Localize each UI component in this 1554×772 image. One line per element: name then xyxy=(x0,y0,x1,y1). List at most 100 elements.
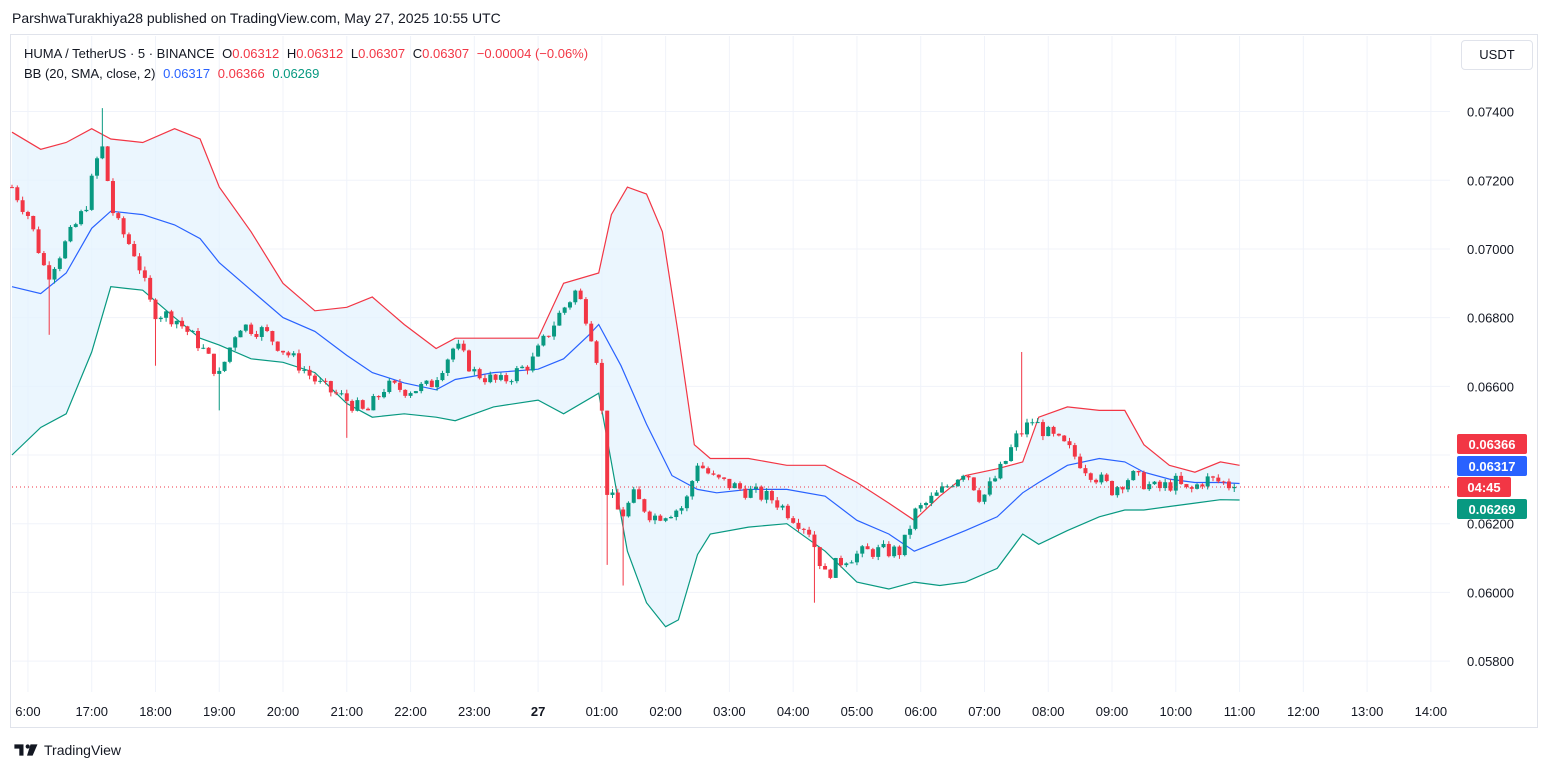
candle-body xyxy=(169,311,174,325)
candle-body xyxy=(153,299,158,320)
candle-body xyxy=(791,518,796,523)
candle-body xyxy=(15,187,20,201)
candle-body xyxy=(769,490,774,501)
candle-body xyxy=(865,546,870,550)
candle-body xyxy=(265,327,270,332)
candle-body xyxy=(1136,470,1141,473)
x-tick-label: 01:00 xyxy=(586,704,619,719)
currency-button[interactable]: USDT xyxy=(1461,40,1533,70)
candle-body xyxy=(68,226,73,242)
candle-body xyxy=(1216,477,1221,482)
candle-body xyxy=(748,489,753,498)
candle-body xyxy=(1189,487,1194,489)
candle-body xyxy=(753,486,758,490)
candle-body xyxy=(674,510,679,517)
candle-body xyxy=(679,508,684,511)
x-tick-label: 21:00 xyxy=(331,704,364,719)
bb-basis-price-tag xyxy=(1457,456,1527,476)
candle-body xyxy=(711,473,716,475)
candle-body xyxy=(567,302,572,308)
candle-body xyxy=(1179,475,1184,485)
candle-body xyxy=(573,290,578,303)
tradingview-footer[interactable]: TradingView xyxy=(14,740,121,760)
candle-body xyxy=(307,369,312,376)
candle-body xyxy=(1056,433,1061,436)
candle-body xyxy=(536,345,541,357)
candle-body xyxy=(397,382,402,390)
candle-body xyxy=(897,546,902,556)
candle-body xyxy=(318,380,323,382)
candle-body xyxy=(25,211,30,216)
candle-body xyxy=(1141,472,1146,490)
candle-body xyxy=(1226,481,1231,489)
candle-body xyxy=(312,375,317,382)
candle-body xyxy=(1232,486,1237,489)
candle-body xyxy=(796,522,801,529)
candle-body xyxy=(488,374,493,383)
candle-body xyxy=(982,494,987,502)
candle-body xyxy=(1168,482,1173,491)
x-tick-label: 19:00 xyxy=(203,704,236,719)
chart-legend: HUMA / TetherUS · 5 · BINANCE O0.06312 H… xyxy=(24,44,588,84)
open-value: 0.06312 xyxy=(232,46,280,61)
candle-body xyxy=(211,353,216,374)
candle-body xyxy=(509,381,514,383)
candle-body xyxy=(1094,479,1099,483)
candle-body xyxy=(642,499,647,512)
bb-row: BB (20, SMA, close, 2) 0.06317 0.06366 0… xyxy=(24,64,588,84)
candle-body xyxy=(839,557,844,566)
candle-body xyxy=(860,546,865,554)
x-tick-label: 07:00 xyxy=(968,704,1001,719)
candle-body xyxy=(732,483,737,489)
candle-body xyxy=(419,383,424,392)
candle-body xyxy=(95,158,100,176)
candle-body xyxy=(31,215,36,230)
candle-body xyxy=(886,543,891,557)
candle-body xyxy=(520,366,525,369)
candle-body xyxy=(1024,422,1029,435)
candle-body xyxy=(695,465,700,482)
y-tick-label: 0.06600 xyxy=(1467,379,1514,394)
candle-body xyxy=(924,503,929,506)
candle-body xyxy=(823,566,828,570)
x-tick-label: 27 xyxy=(531,704,545,719)
candle-body xyxy=(174,320,179,325)
chart-frame xyxy=(10,34,1538,728)
candle-body xyxy=(530,356,535,371)
x-tick-label: 02:00 xyxy=(649,704,682,719)
candle-body xyxy=(971,477,976,491)
countdown-price-text: 04:45 xyxy=(1467,480,1500,495)
candle-body xyxy=(355,400,360,411)
candle-body xyxy=(435,380,440,388)
candle-body xyxy=(445,359,450,373)
y-tick-label: 0.06200 xyxy=(1467,517,1514,532)
candle-body xyxy=(1157,481,1162,489)
candle-body xyxy=(955,479,960,487)
bb-lower-price-text: 0.06269 xyxy=(1469,502,1516,517)
candle-body xyxy=(514,368,519,382)
candle-body xyxy=(148,277,153,300)
candle-body xyxy=(259,327,264,337)
bb-upper-price-text: 0.06366 xyxy=(1469,437,1516,452)
candle-body xyxy=(876,547,881,557)
candle-body xyxy=(626,502,631,517)
candle-body xyxy=(1115,487,1120,496)
close-label: C xyxy=(412,46,423,61)
countdown-price-tag xyxy=(1457,477,1511,497)
candle-body xyxy=(631,489,636,503)
candle-body xyxy=(977,490,982,502)
candle-body xyxy=(482,378,487,383)
candle-body xyxy=(233,337,238,348)
candle-body xyxy=(467,350,472,372)
candle-body xyxy=(493,374,498,380)
candle-body xyxy=(807,529,812,535)
y-tick-label: 0.07400 xyxy=(1467,105,1514,120)
candle-body xyxy=(190,330,195,332)
bollinger-bands xyxy=(11,128,1240,628)
candle-body xyxy=(408,393,413,396)
candle-body xyxy=(413,391,418,394)
candle-body xyxy=(653,515,658,521)
candle-body xyxy=(998,463,1003,479)
candle-body xyxy=(350,400,355,411)
